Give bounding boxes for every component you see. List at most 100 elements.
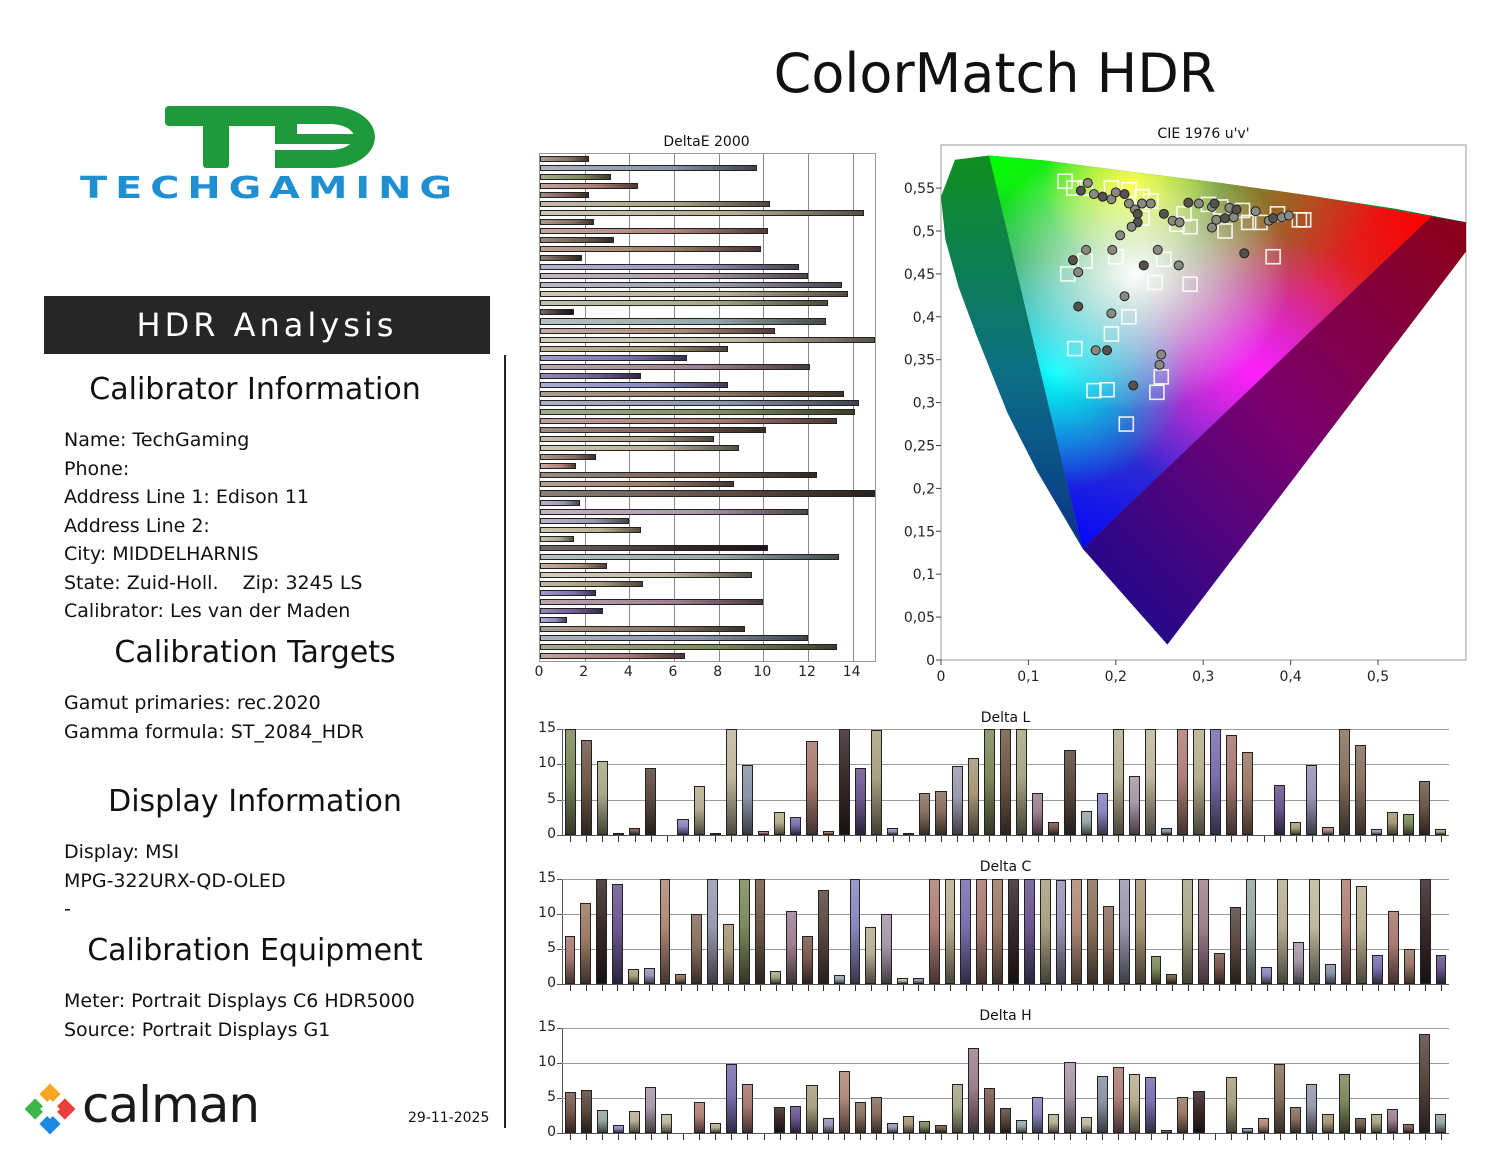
delta-bar [838,1071,850,1133]
delta-bar [1209,729,1221,835]
x-tick [634,1134,636,1140]
deltae-bar [540,508,808,515]
y-axis-line [562,879,563,984]
delta-bar [741,765,754,835]
delta-bar [865,926,877,984]
delta-bar [983,1088,995,1133]
delta-bar [1306,1084,1318,1133]
y-tick-label: 0,15 [904,524,935,540]
x-tick [1344,1134,1346,1140]
delta-bar [806,1085,818,1133]
deltae-bar [540,463,576,470]
x-axis-line [562,1133,1449,1134]
x-tick [973,836,975,842]
delta-bar [722,923,734,984]
x-tick [731,836,733,842]
x-tick [1376,836,1378,842]
deltae-chart [539,153,876,662]
calibrator-state-zip: State: Zuid-Holl. Zip: 3245 LS [64,572,363,594]
y-tick [557,914,562,915]
x-tick [1346,985,1348,991]
x-tick [1199,836,1201,842]
x-tick [763,1134,765,1140]
y-tick-label: 0,3 [913,396,935,412]
x-tick [1053,1134,1055,1140]
target-marker [1134,210,1150,226]
x-tick [828,1134,830,1140]
x-tick [1021,1134,1023,1140]
delta-h-title: Delta H [979,1008,1032,1024]
y-tick-label: 15 [538,870,556,886]
x-tick [779,1134,781,1140]
deltae-bar [540,571,753,578]
deltae-bar [540,173,612,180]
delta-bar [612,1125,624,1133]
x-tick [1215,836,1217,842]
x-tick [569,985,571,991]
x-tick [886,985,888,991]
x-tick [1108,985,1110,991]
x-tick [876,1134,878,1140]
x-tick [1361,985,1363,991]
purple-region [1082,216,1466,645]
delta-bar [1354,745,1366,835]
delta-bar [1290,822,1302,835]
x-tick-label: 12 [798,664,816,680]
x-tick [1360,836,1362,842]
calibrator-person: Calibrator: Les van der Maden [64,600,351,622]
delta-bar [817,890,829,984]
delta-bar [1229,907,1241,984]
gridline [808,154,809,661]
x-tick [715,836,717,842]
delta-bar [806,741,818,835]
x-tick [1076,985,1078,991]
delta-bar [612,832,624,835]
deltae-bar [540,626,746,633]
x-tick [649,985,651,991]
delta-bar [1080,810,1092,835]
x-tick [1092,985,1094,991]
deltae-bar [540,535,574,542]
delta-bar [1274,784,1286,835]
target-gamut: Gamut primaries: rec.2020 [64,692,321,714]
measured-marker [1110,187,1121,198]
deltae-bar [540,608,603,615]
delta-bar [580,739,592,835]
y-tick-label: 0 [547,1124,556,1140]
x-tick-label: 8 [713,664,723,680]
delta-bar [903,1115,915,1133]
deltae-bar [540,490,875,497]
x-tick [666,1134,668,1140]
x-tick [1344,836,1346,842]
y-tick [557,799,562,801]
delta-bar [976,879,988,984]
y-axis-line [562,729,563,835]
delta-bar [833,974,845,984]
x-tick [664,985,666,991]
x-tick [1235,985,1237,991]
delta-bar [1370,829,1382,835]
measured-marker [1154,359,1165,370]
delta-bar [1071,879,1083,984]
measured-marker [1067,255,1078,266]
calibrator-name: Name: TechGaming [64,429,250,451]
x-tick [795,836,797,842]
display-heading: Display Information [108,784,402,819]
x-axis-line [562,984,1449,985]
x-tick [779,836,781,842]
measured-marker [1137,198,1148,209]
y-tick [557,1098,562,1099]
measured-marker [1145,198,1156,209]
targets-heading: Calibration Targets [114,635,396,670]
delta-bar [967,1047,979,1133]
measured-marker [1174,217,1185,228]
target-marker [1066,340,1083,357]
x-tick [1247,1134,1249,1140]
delta-bar [1048,1114,1060,1133]
deltae-bar [540,418,838,425]
y-tick-label: 0 [926,653,935,669]
x-tick [860,836,862,842]
x-tick [633,985,635,991]
measured-marker [1102,345,1113,356]
y-tick-label: 0,45 [904,267,935,283]
